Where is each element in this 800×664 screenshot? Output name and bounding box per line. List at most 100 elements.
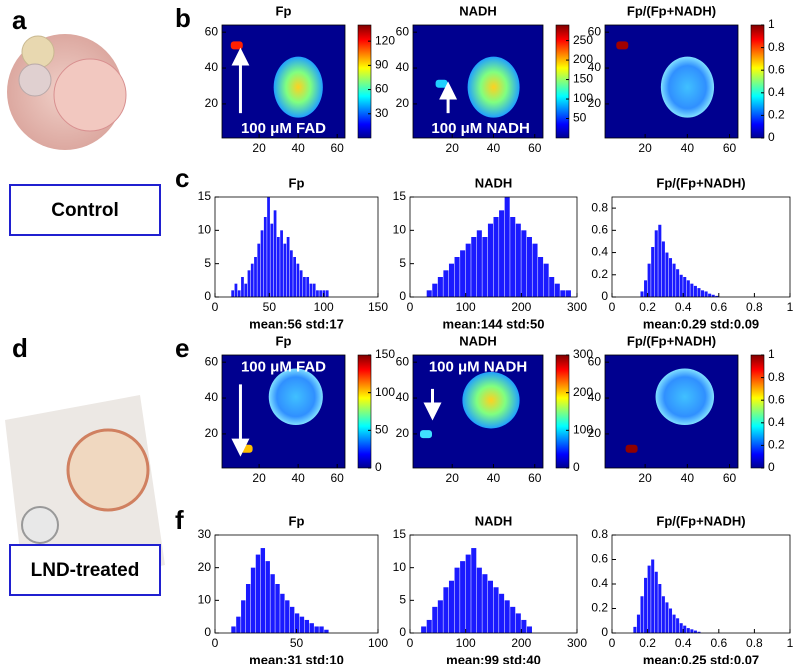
y-tick-label: 0.2 [591, 601, 608, 615]
histogram-bar [515, 613, 521, 633]
y-tick-label: 20 [205, 426, 219, 440]
histogram-bar [275, 584, 280, 633]
standard-spot [230, 41, 243, 50]
histogram-bar [654, 230, 658, 297]
histogram-panel: Fp/(Fp+NADH) mean:0.29 std:0.09 0 0.2 0.4 0.6… [591, 175, 793, 331]
histogram-bar [280, 230, 283, 297]
histogram-bar [526, 626, 532, 633]
colorbar [357, 354, 372, 469]
x-tick-label: 0.8 [746, 636, 763, 650]
histogram-bar [672, 614, 676, 633]
histogram-bar [499, 210, 505, 297]
histogram-bar [690, 629, 694, 633]
y-tick-label: 5 [204, 256, 211, 270]
y-tick-label: 40 [588, 390, 602, 404]
colorbar-tick-label: 1 [768, 347, 775, 361]
histogram-bar [543, 263, 549, 297]
heatmap-panel: NADH 100 μM NADH 0 100 200 300 20 40 60 20 40 60 [396, 333, 594, 485]
colorbar-tick-label: 0.2 [768, 438, 785, 452]
panel-label: b [175, 3, 191, 33]
histogram-bar [325, 290, 329, 297]
histogram-bar [526, 237, 532, 297]
histogram-bar [636, 614, 640, 633]
histogram-bar [299, 270, 303, 297]
y-tick-label: 20 [205, 96, 219, 110]
histogram-bar [260, 548, 266, 633]
chart-title: Fp [276, 333, 292, 348]
y-tick-label: 15 [393, 189, 407, 203]
x-tick-label: 0.6 [710, 300, 727, 314]
histogram-bar [668, 608, 673, 633]
x-tick-label: 20 [252, 141, 266, 155]
heatmap-panel: Fp/(Fp+NADH) 0 0.2 0.4 0.6 0.8 1 20 40 60 20 40 60 [588, 333, 785, 485]
histogram-bar [701, 290, 705, 297]
histogram-bar [236, 616, 241, 633]
x-tick-label: 20 [638, 141, 652, 155]
histogram-bar [270, 223, 274, 297]
y-tick-label: 0.2 [591, 267, 608, 281]
histogram-bar [454, 257, 460, 297]
heatmap-panel: Fp 100 μM FAD 0 50 100 150 20 40 60 20 40 60 [205, 333, 396, 485]
x-tick-label: 0.4 [675, 636, 692, 650]
histogram-bar [672, 263, 676, 297]
panel-label: f [175, 505, 184, 535]
colorbar-tick-label: 0 [573, 460, 580, 474]
x-tick-label: 60 [528, 141, 542, 155]
stats-label: mean:56 std:17 [249, 316, 344, 331]
histogram-bar [493, 217, 499, 297]
histogram-bar [314, 626, 319, 633]
histogram-bar [644, 280, 648, 297]
y-tick-label: 60 [205, 354, 219, 368]
y-tick-label: 30 [198, 527, 212, 541]
histogram-bar [265, 561, 270, 633]
axes-frame [214, 196, 379, 298]
histogram-bar [294, 613, 300, 633]
y-tick-label: 60 [588, 354, 602, 368]
standard-spot [435, 79, 448, 88]
x-tick-label: 60 [331, 471, 345, 485]
panel-label: d [12, 333, 28, 363]
axes-frame [604, 24, 739, 139]
x-tick-label: 40 [487, 471, 501, 485]
y-tick-label: 0.4 [591, 576, 608, 590]
chart-title: Fp [289, 175, 305, 190]
colorbar-tick-label: 200 [573, 52, 593, 66]
x-tick-label: 0 [609, 636, 616, 650]
y-tick-label: 20 [396, 96, 410, 110]
histogram-bar [245, 584, 251, 633]
histogram-bar [651, 559, 655, 633]
tissue-image [655, 368, 715, 426]
histogram-bar [454, 567, 460, 633]
colorbar-tick-label: 250 [573, 33, 593, 47]
y-tick-label: 5 [399, 593, 406, 607]
histogram-bar [697, 288, 701, 297]
colorbar-tick-label: 0.8 [768, 370, 785, 384]
y-tick-label: 60 [396, 24, 410, 38]
histogram-panel: NADH mean:144 std:50 0 100 200 300 0 5 10 15 [393, 175, 588, 331]
colorbar-tick-label: 30 [375, 106, 389, 120]
axes-frame [412, 24, 544, 139]
x-tick-label: 0 [407, 636, 414, 650]
colorbar-tick-label: 200 [573, 385, 593, 399]
colorbar-tick-label: 0 [768, 130, 775, 144]
histogram-bar [432, 606, 438, 633]
histogram-bar [521, 619, 527, 633]
histogram-bar [654, 571, 658, 633]
histogram-bar [538, 257, 544, 297]
y-tick-label: 5 [399, 256, 406, 270]
colorbar-tick-label: 0.4 [768, 415, 785, 429]
histogram-bar [303, 277, 306, 297]
axes-frame [221, 354, 346, 469]
colorbar-tick-label: 150 [573, 72, 593, 86]
histogram-bar [708, 293, 712, 297]
histogram-bar [510, 606, 516, 633]
standard-spot [240, 444, 253, 453]
histogram-bar [476, 567, 482, 633]
y-tick-label: 10 [393, 223, 407, 237]
x-tick-label: 60 [723, 141, 737, 155]
histogram-bar [289, 606, 295, 633]
axes-frame [611, 196, 791, 298]
x-tick-label: 0 [212, 300, 219, 314]
y-tick-label: 0 [204, 289, 211, 303]
y-tick-label: 0 [399, 625, 406, 639]
